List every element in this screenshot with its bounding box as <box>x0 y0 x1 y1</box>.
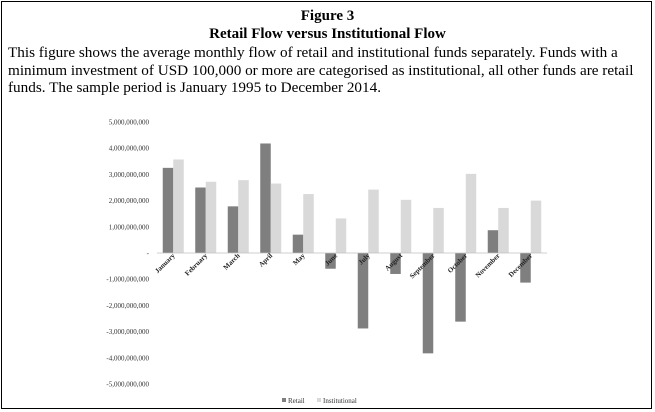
bar-retail-july <box>357 253 369 329</box>
bar-institutional-august <box>400 199 412 253</box>
category-label: March <box>222 252 242 272</box>
bar-retail-september <box>422 253 434 354</box>
bar-institutional-november <box>498 207 509 253</box>
bar-institutional-march <box>238 180 249 253</box>
category-label: April <box>257 252 274 269</box>
bar-retail-april <box>260 143 271 253</box>
y-tick-label: -4,000,000,000 <box>106 354 149 362</box>
bar-retail-november <box>487 230 499 253</box>
legend-swatch-retail <box>282 398 286 402</box>
bar-institutional-june <box>335 218 347 253</box>
category-label: January <box>153 251 177 275</box>
y-tick-label: -2,000,000,000 <box>106 302 149 310</box>
y-tick-label: -3,000,000,000 <box>106 328 149 336</box>
figure-number: Figure 3 <box>300 8 355 24</box>
y-tick-label: - <box>147 250 150 258</box>
legend-swatch-institutional <box>317 398 321 402</box>
y-tick-label: 4,000,000,000 <box>109 145 150 153</box>
y-tick-label: -1,000,000,000 <box>106 276 149 284</box>
y-tick-label: 5,000,000,000 <box>109 119 150 127</box>
bar-institutional-october <box>465 173 477 253</box>
bar-institutional-april <box>270 183 282 253</box>
legend-label-retail: Retail <box>288 397 305 405</box>
bar-retail-october <box>455 253 466 322</box>
bar-institutional-december <box>530 200 542 253</box>
bar-retail-march <box>227 206 239 253</box>
y-tick-label: 3,000,000,000 <box>109 171 150 179</box>
bar-institutional-february <box>205 181 217 253</box>
y-tick-label: -5,000,000,000 <box>106 381 149 389</box>
category-label: May <box>291 251 307 267</box>
bar-retail-february <box>195 187 206 253</box>
bar-retail-december <box>520 253 531 283</box>
bar-institutional-july <box>368 189 379 253</box>
category-label: November <box>474 252 502 280</box>
bar-institutional-may <box>303 194 314 253</box>
legend-label-institutional: Institutional <box>323 397 357 405</box>
bar-institutional-january <box>173 159 184 253</box>
bar-retail-june <box>325 253 336 269</box>
y-tick-label: 1,000,000,000 <box>109 223 150 231</box>
bar-retail-may <box>292 234 304 253</box>
figure-title: Retail Flow versus Institutional Flow <box>209 26 446 42</box>
figure-caption: This figure shows the average monthly fl… <box>8 44 634 96</box>
bar-retail-january <box>162 167 174 253</box>
bar-institutional-september <box>433 207 444 253</box>
category-label: February <box>183 251 209 277</box>
y-tick-label: 2,000,000,000 <box>109 197 150 205</box>
bar-retail-august <box>390 253 401 274</box>
